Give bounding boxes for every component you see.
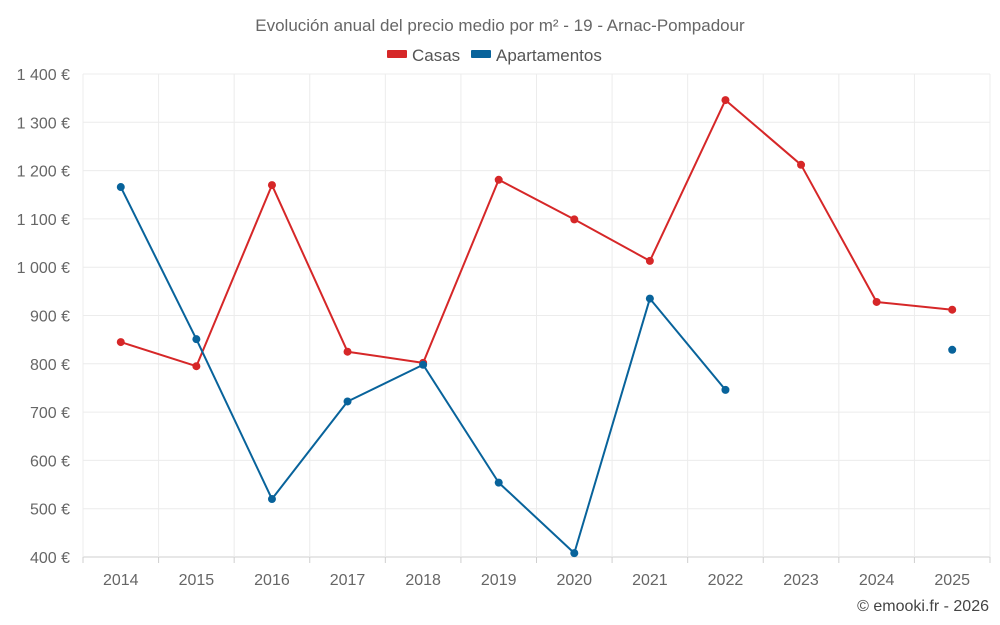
x-tick-label: 2021 (632, 572, 668, 589)
data-point-casas[interactable] (872, 297, 881, 306)
data-point-apartamentos[interactable] (570, 549, 579, 558)
data-point-apartamentos[interactable] (116, 183, 125, 192)
legend-label-casas: Casas (412, 46, 460, 65)
x-tick-label: 2019 (481, 572, 517, 589)
x-tick-label: 2016 (254, 572, 290, 589)
y-tick-label: 1 200 € (17, 164, 70, 181)
x-tick-label: 2022 (708, 572, 744, 589)
y-axis-ticks: 400 € 500 € 600 € 700 € 800 € 900 € 1 000 € 1 1… (17, 67, 70, 567)
y-tick-label: 400 € (30, 550, 70, 567)
y-tick-label: 800 € (30, 357, 70, 374)
data-point-casas[interactable] (343, 347, 352, 356)
data-point-casas[interactable] (570, 215, 579, 224)
x-tick-label: 2020 (556, 572, 592, 589)
legend-item-casas[interactable]: Casas (387, 46, 460, 65)
data-point-apartamentos[interactable] (721, 385, 730, 394)
x-tick-label: 2015 (179, 572, 215, 589)
data-point-apartamentos[interactable] (192, 335, 201, 344)
data-point-casas[interactable] (721, 96, 730, 105)
legend-swatch-casas (387, 50, 407, 58)
x-tick-label: 2014 (103, 572, 139, 589)
data-point-apartamentos[interactable] (267, 495, 276, 504)
legend-label-apartamentos: Apartamentos (496, 46, 602, 65)
data-point-casas[interactable] (267, 181, 276, 190)
y-tick-label: 500 € (30, 502, 70, 519)
series-line-apartamentos (119, 186, 727, 555)
legend-item-apartamentos[interactable]: Apartamentos (471, 46, 602, 65)
credit-text: © emooki.fr - 2026 (857, 598, 989, 615)
legend: Casas Apartamentos (387, 46, 602, 65)
data-point-casas[interactable] (645, 256, 654, 265)
y-tick-label: 700 € (30, 405, 70, 422)
series-line-casas (120, 99, 953, 368)
y-tick-label: 1 000 € (17, 260, 70, 277)
x-tick-label: 2017 (330, 572, 366, 589)
legend-swatch-apartamentos (471, 50, 491, 58)
gridlines (82, 73, 991, 558)
y-tick-label: 1 400 € (17, 67, 70, 84)
data-point-casas[interactable] (948, 305, 957, 314)
data-point-apartamentos[interactable] (419, 360, 428, 369)
y-tick-label: 600 € (30, 453, 70, 470)
data-point-apartamentos[interactable] (948, 345, 957, 354)
x-tick-label: 2025 (934, 572, 970, 589)
y-tick-label: 900 € (30, 309, 70, 326)
x-axis-ticks: 2014 2015 2016 2017 2018 2019 2020 2021 2022 2023… (82, 557, 991, 589)
x-tick-label: 2018 (405, 572, 441, 589)
data-point-casas[interactable] (494, 175, 503, 184)
data-point-casas[interactable] (116, 338, 125, 347)
y-tick-label: 1 300 € (17, 115, 70, 132)
data-point-apartamentos[interactable] (343, 397, 352, 406)
x-tick-label: 2024 (859, 572, 895, 589)
data-point-apartamentos[interactable] (494, 478, 503, 487)
data-point-casas[interactable] (192, 362, 201, 371)
x-tick-label: 2023 (783, 572, 819, 589)
data-point-apartamentos[interactable] (645, 294, 654, 303)
chart-title: Evolución anual del precio medio por m² … (255, 16, 745, 35)
y-tick-label: 1 100 € (17, 212, 70, 229)
series (116, 96, 957, 558)
data-point-casas[interactable] (797, 160, 806, 169)
